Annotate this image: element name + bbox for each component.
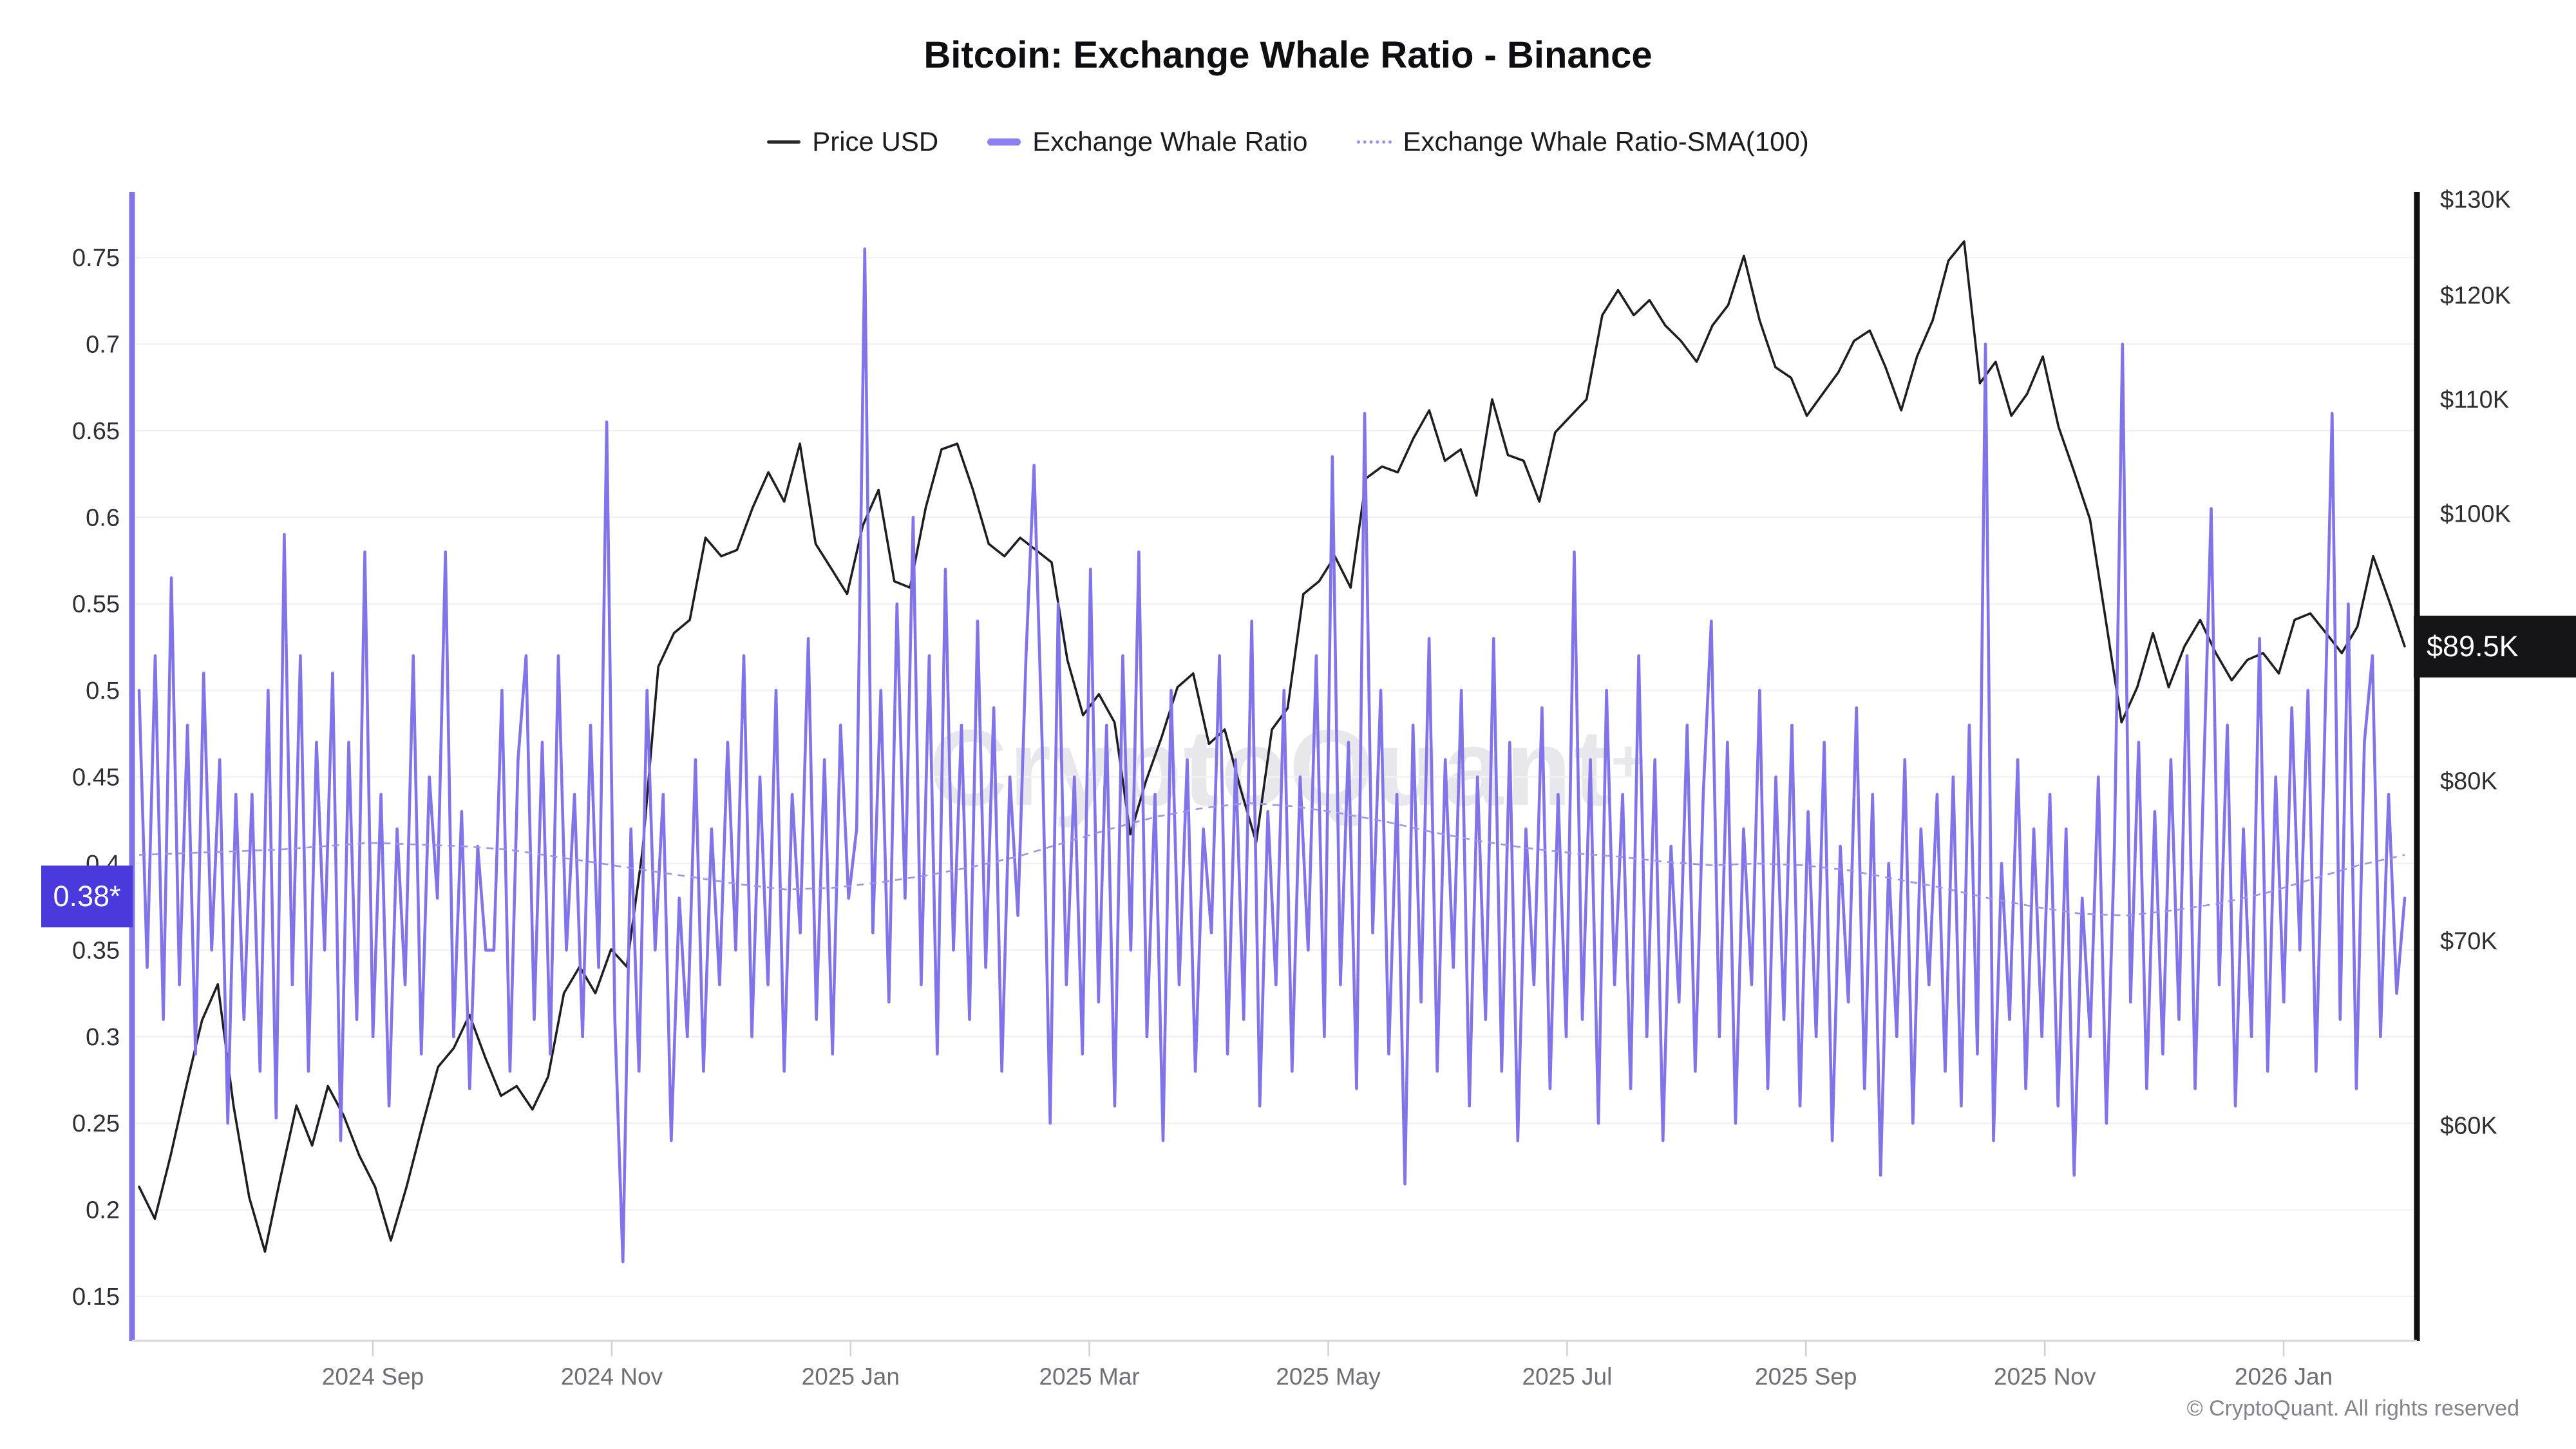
- sma-dotted-line-swatch-icon: [1356, 140, 1392, 144]
- last-value-badge-price: $89.5K: [2414, 616, 2576, 677]
- svg-text:0.65: 0.65: [72, 418, 120, 445]
- svg-text:2025 Nov: 2025 Nov: [1994, 1363, 2096, 1390]
- legend-item-exchange-whale-ratio[interactable]: Exchange Whale Ratio: [987, 126, 1308, 157]
- svg-text:2025 Jan: 2025 Jan: [802, 1363, 900, 1390]
- svg-text:$60K: $60K: [2440, 1113, 2497, 1140]
- svg-text:0.5: 0.5: [86, 677, 120, 705]
- svg-text:2025 Sep: 2025 Sep: [1755, 1363, 1857, 1390]
- svg-text:2025 Jul: 2025 Jul: [1522, 1363, 1612, 1390]
- svg-text:0.15: 0.15: [72, 1283, 120, 1311]
- svg-text:2025 May: 2025 May: [1276, 1363, 1381, 1390]
- svg-text:$130K: $130K: [2440, 186, 2511, 213]
- svg-text:0.3: 0.3: [86, 1024, 120, 1051]
- svg-text:0.2: 0.2: [86, 1197, 120, 1224]
- legend-label-exchange-whale-ratio: Exchange Whale Ratio: [1032, 126, 1308, 156]
- chart-legend: Price USD Exchange Whale Ratio Exchange …: [0, 126, 2576, 157]
- svg-text:$110K: $110K: [2440, 386, 2509, 413]
- svg-text:0.55: 0.55: [72, 591, 120, 618]
- svg-text:$80K: $80K: [2440, 768, 2497, 795]
- page-title: Bitcoin: Exchange Whale Ratio - Binance: [923, 34, 1653, 76]
- axis-lines: [129, 192, 2420, 1356]
- exchange-whale-ratio-line: [137, 247, 2407, 1264]
- axis-labels: 0.750.70.650.60.550.50.450.40.350.30.250…: [72, 186, 2511, 1390]
- svg-text:$120K: $120K: [2440, 282, 2511, 309]
- legend-item-whale-ratio-sma[interactable]: Exchange Whale Ratio-SMA(100): [1356, 126, 1809, 157]
- svg-text:0.25: 0.25: [72, 1110, 120, 1137]
- svg-text:0.75: 0.75: [72, 245, 120, 272]
- svg-text:2024 Sep: 2024 Sep: [322, 1363, 424, 1390]
- copyright-note: © CryptoQuant. All rights reserved: [2186, 1396, 2519, 1421]
- legend-label-price-usd: Price USD: [812, 126, 939, 156]
- svg-text:0.6: 0.6: [86, 504, 120, 531]
- price-usd-line: [138, 240, 2406, 1253]
- whale-ratio-line-swatch-icon: [987, 138, 1021, 146]
- svg-text:2025 Mar: 2025 Mar: [1039, 1363, 1139, 1390]
- svg-text:0.7: 0.7: [86, 331, 120, 358]
- price-line-swatch-icon: [767, 140, 801, 144]
- gridlines: [132, 256, 2417, 1298]
- svg-text:0.35: 0.35: [72, 937, 120, 964]
- svg-text:$70K: $70K: [2440, 928, 2497, 955]
- svg-text:0.45: 0.45: [72, 764, 120, 791]
- series-lines: [137, 240, 2407, 1264]
- whale-ratio-sma-line: [138, 802, 2405, 916]
- legend-label-whale-ratio-sma: Exchange Whale Ratio-SMA(100): [1403, 126, 1809, 156]
- svg-text:2024 Nov: 2024 Nov: [561, 1363, 663, 1390]
- legend-item-price-usd[interactable]: Price USD: [767, 126, 938, 157]
- last-value-badge-ratio: 0.38*: [41, 866, 133, 927]
- svg-text:2026 Jan: 2026 Jan: [2235, 1363, 2333, 1390]
- svg-text:$100K: $100K: [2440, 500, 2511, 527]
